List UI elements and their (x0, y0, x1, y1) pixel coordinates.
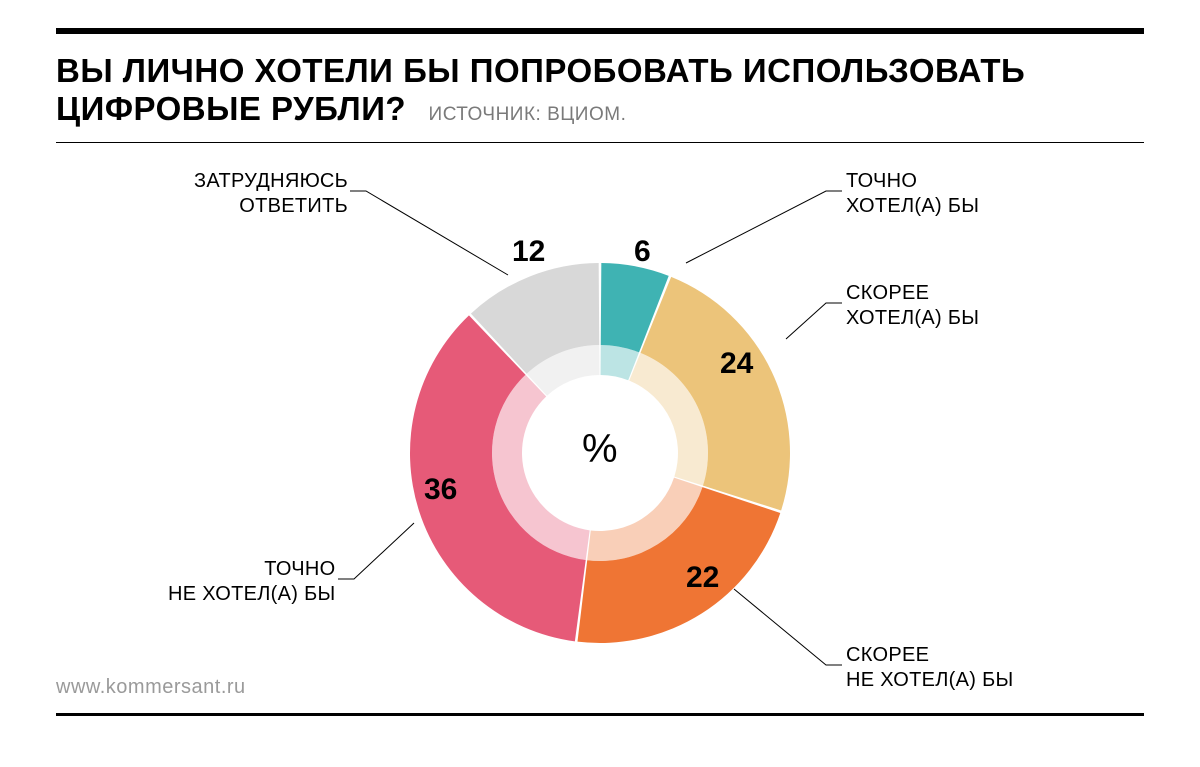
leader-line-2 (734, 589, 842, 665)
segment-label-1-line1: СКОРЕЕ (846, 281, 979, 306)
segment-value-0: 6 (634, 235, 651, 269)
segment-value-2: 22 (686, 561, 719, 595)
chart-title-line2: ЦИФРОВЫЕ РУБЛИ? (56, 90, 406, 127)
bottom-rule (56, 713, 1144, 716)
segment-label-1: СКОРЕЕХОТЕЛ(А) БЫ (846, 281, 979, 331)
center-percent-symbol: % (582, 427, 618, 472)
leader-line-4 (350, 191, 508, 275)
segment-label-0: ТОЧНОХОТЕЛ(А) БЫ (846, 169, 979, 219)
segment-label-4-line1: ЗАТРУДНЯЮСЬ (194, 169, 348, 194)
leader-line-1 (786, 303, 842, 339)
leader-line-0 (686, 191, 842, 263)
chart-area: % ТОЧНОХОТЕЛ(А) БЫ6СКОРЕЕХОТЕЛ(А) БЫ24СК… (56, 153, 1144, 713)
title-block: ВЫ ЛИЧНО ХОТЕЛИ БЫ ПОПРОБОВАТЬ ИСПОЛЬЗОВ… (56, 52, 1144, 143)
segment-label-2-line1: СКОРЕЕ (846, 643, 1014, 668)
top-rule (56, 28, 1144, 34)
leader-line-3 (338, 523, 414, 579)
segment-label-1-line2: ХОТЕЛ(А) БЫ (846, 306, 979, 331)
segment-label-2: СКОРЕЕНЕ ХОТЕЛ(А) БЫ (846, 643, 1014, 693)
segment-value-3: 36 (424, 473, 457, 507)
segment-label-4: ЗАТРУДНЯЮСЬОТВЕТИТЬ (194, 169, 348, 219)
segment-label-0-line1: ТОЧНО (846, 169, 979, 194)
footer-url: www.kommersant.ru (56, 676, 246, 699)
chart-title-line1: ВЫ ЛИЧНО ХОТЕЛИ БЫ ПОПРОБОВАТЬ ИСПОЛЬЗОВ… (56, 52, 1025, 89)
segment-label-4-line2: ОТВЕТИТЬ (194, 194, 348, 219)
chart-source: ИСТОЧНИК: ВЦИОМ. (429, 104, 627, 125)
segment-label-0-line2: ХОТЕЛ(А) БЫ (846, 194, 979, 219)
segment-label-3-line2: НЕ ХОТЕЛ(А) БЫ (168, 582, 336, 607)
title-underline (56, 142, 1144, 143)
segment-value-1: 24 (720, 347, 753, 381)
segment-label-3-line1: ТОЧНО (168, 557, 336, 582)
segment-label-2-line2: НЕ ХОТЕЛ(А) БЫ (846, 668, 1014, 693)
segment-label-3: ТОЧНОНЕ ХОТЕЛ(А) БЫ (168, 557, 336, 607)
segment-value-4: 12 (512, 235, 545, 269)
